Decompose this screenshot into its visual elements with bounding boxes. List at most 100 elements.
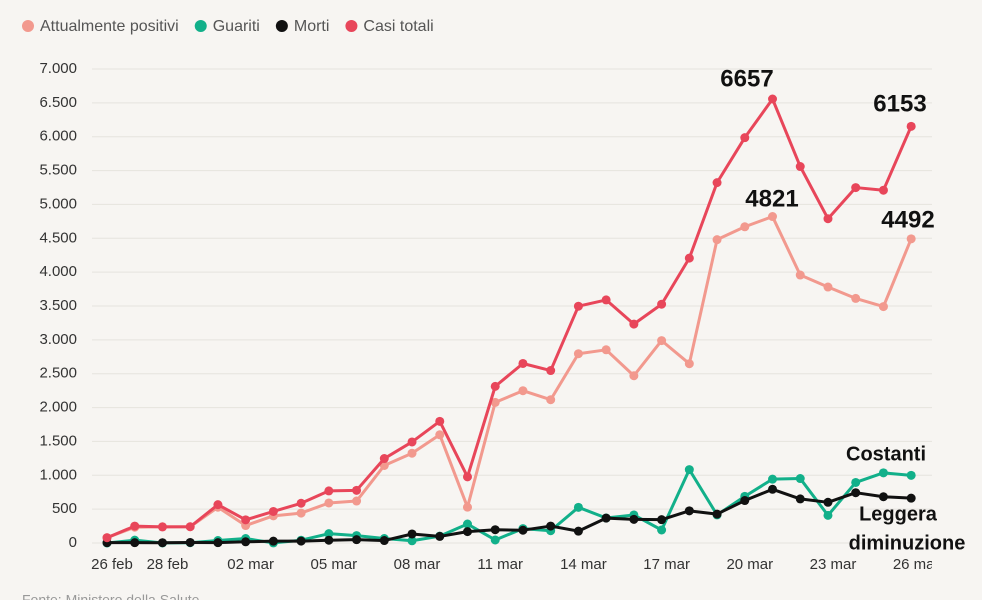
data-point xyxy=(740,133,750,143)
data-point xyxy=(823,282,833,292)
data-point xyxy=(629,319,639,329)
data-point xyxy=(435,430,445,440)
data-point xyxy=(546,521,556,531)
data-point xyxy=(878,302,888,312)
data-point xyxy=(490,397,500,407)
data-point xyxy=(185,522,195,532)
data-point xyxy=(851,488,861,498)
data-point xyxy=(795,474,805,484)
data-point xyxy=(102,533,112,543)
data-point xyxy=(601,513,611,523)
data-point xyxy=(268,506,278,516)
series-line xyxy=(106,468,912,545)
y-tick-label: 4.500 xyxy=(39,229,77,246)
data-point xyxy=(712,178,722,188)
legend-marker xyxy=(22,20,34,32)
data-point xyxy=(740,222,750,232)
data-point xyxy=(684,465,694,475)
y-tick-label: 6.500 xyxy=(39,94,77,111)
data-point xyxy=(795,494,805,504)
annotation: 6657 xyxy=(720,65,773,92)
annotation: Costanti xyxy=(846,443,926,465)
y-tick-label: 2.000 xyxy=(39,399,77,416)
data-point xyxy=(878,468,888,478)
data-point xyxy=(490,525,500,535)
x-tick-label: 14 mar xyxy=(560,556,607,573)
data-point xyxy=(740,496,750,506)
x-tick-label: 02 mar xyxy=(227,556,274,573)
data-point xyxy=(130,538,140,548)
data-point xyxy=(851,477,861,487)
data-point xyxy=(601,295,611,305)
annotation: 4821 xyxy=(745,185,798,212)
data-point xyxy=(573,301,583,311)
data-point xyxy=(490,381,500,391)
x-tick-label: 17 mar xyxy=(643,556,690,573)
legend-marker xyxy=(275,20,288,32)
data-point xyxy=(241,515,251,525)
data-point xyxy=(768,484,778,494)
x-tick-label: 26 feb xyxy=(91,556,133,573)
data-point xyxy=(462,472,472,482)
data-point xyxy=(657,515,667,525)
x-tick-label: 20 mar xyxy=(726,556,773,573)
series-line xyxy=(107,487,912,545)
legend-label: Morti xyxy=(294,18,330,35)
data-point xyxy=(268,536,278,546)
data-point xyxy=(823,214,833,224)
data-point xyxy=(768,94,778,104)
x-tick-label: 23 mar xyxy=(810,556,857,573)
data-point xyxy=(906,470,916,480)
data-point xyxy=(657,299,667,309)
data-point xyxy=(795,162,805,172)
annotation: 6153 xyxy=(873,90,926,117)
data-point xyxy=(407,437,417,447)
annotation: diminuzione xyxy=(849,532,966,554)
data-point xyxy=(768,474,778,484)
data-point xyxy=(518,525,528,535)
x-tick-label: 05 mar xyxy=(310,556,357,573)
data-point xyxy=(629,371,639,381)
data-point xyxy=(684,359,694,369)
y-tick-label: 2.500 xyxy=(39,365,77,382)
legend-marker xyxy=(345,20,358,32)
data-point xyxy=(407,536,417,546)
y-tick-label: 6.000 xyxy=(39,128,77,145)
data-point xyxy=(490,535,500,545)
data-point xyxy=(851,293,861,303)
data-point xyxy=(657,336,667,346)
data-point xyxy=(573,502,583,512)
x-tick-label: 26 mar xyxy=(893,556,940,573)
y-tick-label: 500 xyxy=(52,500,77,517)
y-tick-label: 1.000 xyxy=(39,466,77,483)
data-point xyxy=(379,536,389,546)
data-point xyxy=(296,536,306,546)
x-tick-label: 11 mar xyxy=(477,556,523,573)
data-point xyxy=(241,537,251,547)
data-point xyxy=(684,253,694,263)
data-point xyxy=(629,514,639,524)
legend-marker xyxy=(194,20,207,32)
data-point xyxy=(823,497,833,507)
data-point xyxy=(878,185,888,195)
data-point xyxy=(712,509,722,519)
data-point xyxy=(324,486,334,496)
data-point xyxy=(518,386,528,396)
data-point xyxy=(823,510,833,520)
data-point xyxy=(768,212,778,222)
data-point xyxy=(795,270,805,280)
data-point xyxy=(684,506,694,516)
data-point xyxy=(157,522,167,532)
data-point xyxy=(407,529,417,539)
data-point xyxy=(379,454,389,464)
data-point xyxy=(878,492,888,502)
x-tick-label: 28 feb xyxy=(147,556,189,573)
data-point xyxy=(657,525,667,535)
y-tick-label: 3.000 xyxy=(39,331,77,348)
data-point xyxy=(712,235,722,245)
legend-label: Casi totali xyxy=(363,18,433,35)
data-point xyxy=(906,121,916,131)
x-tick-label: 08 mar xyxy=(394,556,441,573)
data-point xyxy=(157,538,167,548)
